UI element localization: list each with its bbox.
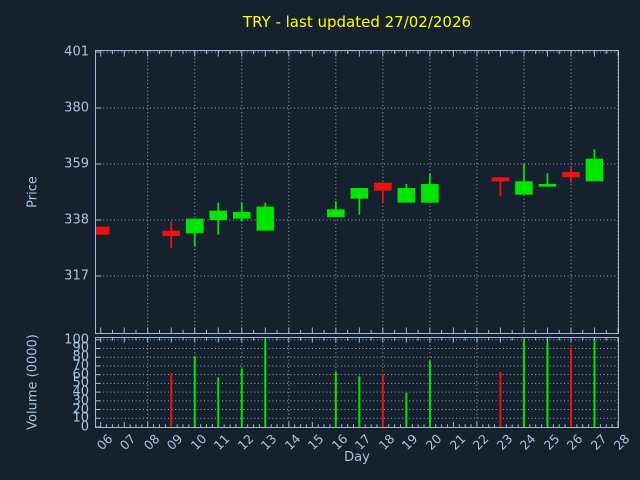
x-tick-label: 11 bbox=[211, 431, 233, 453]
price-tick-label: 317 bbox=[64, 268, 89, 284]
x-tick-label: 25 bbox=[540, 431, 563, 453]
chart-title: TRY - last updated 27/02/2026 bbox=[242, 13, 472, 31]
candle-body-day-19 bbox=[397, 188, 416, 203]
x-tick-label: 07 bbox=[116, 431, 139, 453]
price-tick-label: 401 bbox=[64, 44, 89, 60]
volume-tick-label: 50 bbox=[72, 375, 89, 391]
candle-body-day-18 bbox=[374, 182, 392, 191]
x-tick-label: 24 bbox=[516, 431, 539, 453]
volume-axis-label: Volume (0000) bbox=[25, 334, 41, 430]
x-tick-label: 27 bbox=[587, 431, 610, 453]
x-tick-label: 13 bbox=[258, 431, 280, 453]
x-tick-label: 22 bbox=[469, 431, 492, 453]
x-tick-label: 15 bbox=[305, 431, 327, 453]
price-axis-label: Price bbox=[25, 176, 41, 208]
volume-tick-label: 90 bbox=[72, 340, 89, 356]
price-tick-label: 359 bbox=[64, 156, 89, 172]
candle-body-day-23 bbox=[491, 177, 510, 182]
candle-body-day-13 bbox=[256, 206, 275, 231]
candle-body-day-12 bbox=[232, 211, 251, 219]
volume-tick-label: 30 bbox=[72, 393, 89, 409]
candle-body-day-09 bbox=[162, 230, 181, 236]
x-axis-label: Day bbox=[344, 450, 370, 465]
x-tick-label: 10 bbox=[187, 431, 210, 453]
volume-tick-label: 70 bbox=[72, 358, 89, 374]
volume-tick-label: 20 bbox=[72, 402, 89, 418]
x-tick-label: 20 bbox=[422, 431, 445, 453]
price-plot bbox=[95, 50, 619, 334]
x-tick-label: 06 bbox=[93, 431, 116, 453]
price-tick-label: 338 bbox=[64, 212, 89, 228]
candle-body-day-10 bbox=[185, 218, 204, 234]
x-tick-label: 23 bbox=[493, 431, 516, 453]
candle-body-day-17 bbox=[350, 188, 369, 199]
candle-body-day-24 bbox=[515, 181, 533, 195]
candle-body-day-20 bbox=[421, 184, 439, 203]
x-tick-label: 09 bbox=[164, 431, 186, 453]
candle-body-day-16 bbox=[327, 209, 345, 218]
volume-tick-label: 0 bbox=[80, 419, 89, 435]
candle-body-day-06 bbox=[96, 226, 110, 235]
candle-body-day-11 bbox=[209, 210, 228, 220]
x-tick-label: 08 bbox=[140, 431, 163, 453]
x-tick-label: 28 bbox=[610, 431, 633, 453]
candle-body-day-26 bbox=[562, 172, 580, 178]
x-tick-label: 19 bbox=[399, 431, 421, 453]
volume-plot bbox=[95, 337, 619, 428]
x-tick-label: 18 bbox=[375, 431, 398, 453]
x-tick-label: 14 bbox=[281, 431, 304, 453]
volume-tick-label: 60 bbox=[72, 367, 89, 383]
candle-body-day-25 bbox=[538, 184, 557, 187]
volume-tick-label: 100 bbox=[64, 332, 89, 348]
x-tick-label: 26 bbox=[563, 431, 586, 453]
candle-body-day-27 bbox=[585, 158, 604, 182]
volume-tick-label: 80 bbox=[72, 349, 89, 365]
volume-tick-label: 10 bbox=[72, 410, 89, 426]
price-tick-label: 380 bbox=[64, 100, 89, 116]
x-tick-label: 12 bbox=[234, 431, 257, 453]
volume-tick-label: 40 bbox=[72, 384, 89, 400]
x-tick-label: 21 bbox=[446, 431, 469, 453]
